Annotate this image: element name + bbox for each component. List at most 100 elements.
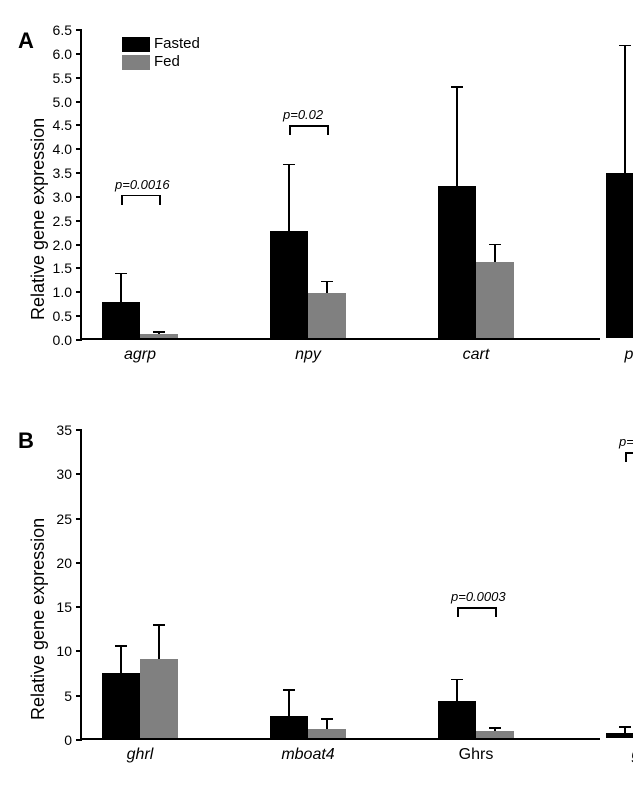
y-tick-label: 5	[64, 688, 72, 704]
y-tick-label: 3.0	[53, 189, 72, 205]
bar-group-mboat4	[270, 428, 346, 738]
significance-bracket: p=0.0016	[606, 430, 633, 740]
y-tick: 15	[56, 599, 82, 615]
panel-b-chart: 05101520253035ghrlmboat4Ghrsp=0.0003gckp…	[80, 430, 600, 740]
fasted-errorbar-cap	[619, 45, 631, 47]
y-tick-label: 6.0	[53, 46, 72, 62]
x-axis-label: npy	[260, 346, 356, 364]
fasted-errorbar-cap	[283, 689, 295, 691]
y-tick: 6.0	[53, 46, 82, 62]
fed-bar	[140, 659, 178, 738]
y-tick: 25	[56, 511, 82, 527]
panel-a-chart: Fasted Fed 0.00.51.01.52.02.53.03.54.04.…	[80, 30, 600, 340]
x-axis-label: agrp	[92, 346, 188, 364]
y-tick-label: 5.0	[53, 94, 72, 110]
y-tick-label: 0.0	[53, 332, 72, 348]
y-tick-mark	[76, 267, 82, 269]
x-axis-label: mboat4	[260, 746, 356, 764]
y-tick-mark	[76, 244, 82, 246]
significance-bracket: p=0.0003	[438, 430, 514, 740]
y-tick-label: 0	[64, 732, 72, 748]
y-tick: 5	[64, 688, 82, 704]
fed-bar	[476, 262, 514, 338]
bar-group-cart	[438, 28, 514, 338]
y-tick-mark	[76, 695, 82, 697]
bar-group-pomc	[606, 28, 633, 338]
y-tick-mark	[76, 124, 82, 126]
y-tick-mark	[76, 429, 82, 431]
significance-bracket: p=0.0016	[102, 30, 178, 340]
p-value-label: p=0.0016	[619, 434, 633, 449]
y-tick: 6.5	[53, 22, 82, 38]
y-tick: 10	[56, 643, 82, 659]
y-tick-label: 30	[56, 466, 72, 482]
y-tick-mark	[76, 562, 82, 564]
y-tick-mark	[76, 220, 82, 222]
p-value-label: p=0.02	[283, 107, 323, 122]
y-tick-mark	[76, 291, 82, 293]
fasted-bar	[270, 716, 308, 738]
fed-errorbar	[158, 624, 160, 659]
fasted-errorbar	[120, 645, 122, 673]
y-tick: 4.0	[53, 141, 82, 157]
panel-b-label: B	[18, 428, 34, 454]
panel-b: B Relative gene expression 0510152025303…	[10, 430, 623, 810]
y-tick-label: 0.5	[53, 308, 72, 324]
y-tick-label: 25	[56, 511, 72, 527]
y-tick-mark	[76, 739, 82, 741]
y-tick-mark	[76, 196, 82, 198]
y-tick-mark	[76, 53, 82, 55]
panel-b-ylabel: Relative gene expression	[28, 518, 49, 720]
y-tick-label: 6.5	[53, 22, 72, 38]
y-tick-label: 2.5	[53, 213, 72, 229]
p-value-label: p=0.0016	[115, 177, 170, 192]
y-tick-label: 15	[56, 599, 72, 615]
y-tick-mark	[76, 172, 82, 174]
p-value-label: p=0.0003	[451, 589, 506, 604]
fasted-errorbar	[456, 86, 458, 186]
y-tick-mark	[76, 148, 82, 150]
y-tick-mark	[76, 650, 82, 652]
x-axis-label: gck	[596, 746, 633, 764]
y-tick: 3.5	[53, 165, 82, 181]
x-axis-label: ghrl	[92, 746, 188, 764]
fasted-bar	[438, 186, 476, 338]
x-axis-label: cart	[428, 346, 524, 364]
y-tick: 2.0	[53, 237, 82, 253]
fed-errorbar	[326, 718, 328, 729]
fasted-errorbar-cap	[451, 86, 463, 88]
y-tick-label: 4.5	[53, 117, 72, 133]
y-tick: 20	[56, 555, 82, 571]
fasted-bar	[606, 173, 633, 338]
y-tick: 35	[56, 422, 82, 438]
y-tick-mark	[76, 101, 82, 103]
y-tick: 1.5	[53, 260, 82, 276]
y-tick: 4.5	[53, 117, 82, 133]
y-tick: 2.5	[53, 213, 82, 229]
fed-errorbar-cap	[321, 718, 333, 720]
y-tick-label: 10	[56, 643, 72, 659]
y-tick-label: 4.0	[53, 141, 72, 157]
y-tick-mark	[76, 473, 82, 475]
fed-errorbar-cap	[489, 244, 501, 246]
y-tick-label: 20	[56, 555, 72, 571]
x-axis-label: Ghrs	[428, 746, 524, 764]
y-tick-mark	[76, 606, 82, 608]
y-tick: 3.0	[53, 189, 82, 205]
fed-bar	[308, 729, 346, 738]
panel-a: A Relative gene expression Fasted Fed 0.…	[10, 30, 623, 410]
y-tick: 0.5	[53, 308, 82, 324]
y-tick-label: 1.0	[53, 284, 72, 300]
y-tick: 0.0	[53, 332, 82, 348]
y-tick-mark	[76, 29, 82, 31]
fasted-errorbar	[624, 45, 626, 174]
y-tick-mark	[76, 315, 82, 317]
y-tick-label: 1.5	[53, 260, 72, 276]
y-tick: 0	[64, 732, 82, 748]
y-tick-mark	[76, 77, 82, 79]
y-tick: 30	[56, 466, 82, 482]
y-tick-mark	[76, 518, 82, 520]
fed-errorbar-cap	[153, 624, 165, 626]
bar-group-ghrl	[102, 428, 178, 738]
y-tick-label: 5.5	[53, 70, 72, 86]
